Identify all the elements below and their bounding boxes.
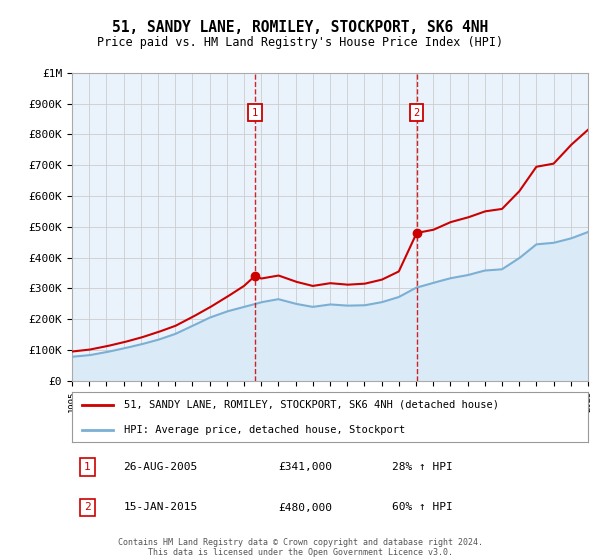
Text: Price paid vs. HM Land Registry's House Price Index (HPI): Price paid vs. HM Land Registry's House … bbox=[97, 36, 503, 49]
Text: £341,000: £341,000 bbox=[278, 461, 332, 472]
Text: 26-AUG-2005: 26-AUG-2005 bbox=[124, 461, 198, 472]
Text: 2: 2 bbox=[413, 108, 420, 118]
Text: 51, SANDY LANE, ROMILEY, STOCKPORT, SK6 4NH (detached house): 51, SANDY LANE, ROMILEY, STOCKPORT, SK6 … bbox=[124, 400, 499, 409]
Text: 60% ↑ HPI: 60% ↑ HPI bbox=[392, 502, 452, 512]
Text: 15-JAN-2015: 15-JAN-2015 bbox=[124, 502, 198, 512]
Text: Contains HM Land Registry data © Crown copyright and database right 2024.
This d: Contains HM Land Registry data © Crown c… bbox=[118, 538, 482, 557]
Text: 1: 1 bbox=[252, 108, 259, 118]
Text: 51, SANDY LANE, ROMILEY, STOCKPORT, SK6 4NH: 51, SANDY LANE, ROMILEY, STOCKPORT, SK6 … bbox=[112, 20, 488, 35]
Text: HPI: Average price, detached house, Stockport: HPI: Average price, detached house, Stoc… bbox=[124, 425, 405, 435]
Text: 2: 2 bbox=[84, 502, 91, 512]
Text: 1: 1 bbox=[84, 461, 91, 472]
Text: 28% ↑ HPI: 28% ↑ HPI bbox=[392, 461, 452, 472]
Text: £480,000: £480,000 bbox=[278, 502, 332, 512]
